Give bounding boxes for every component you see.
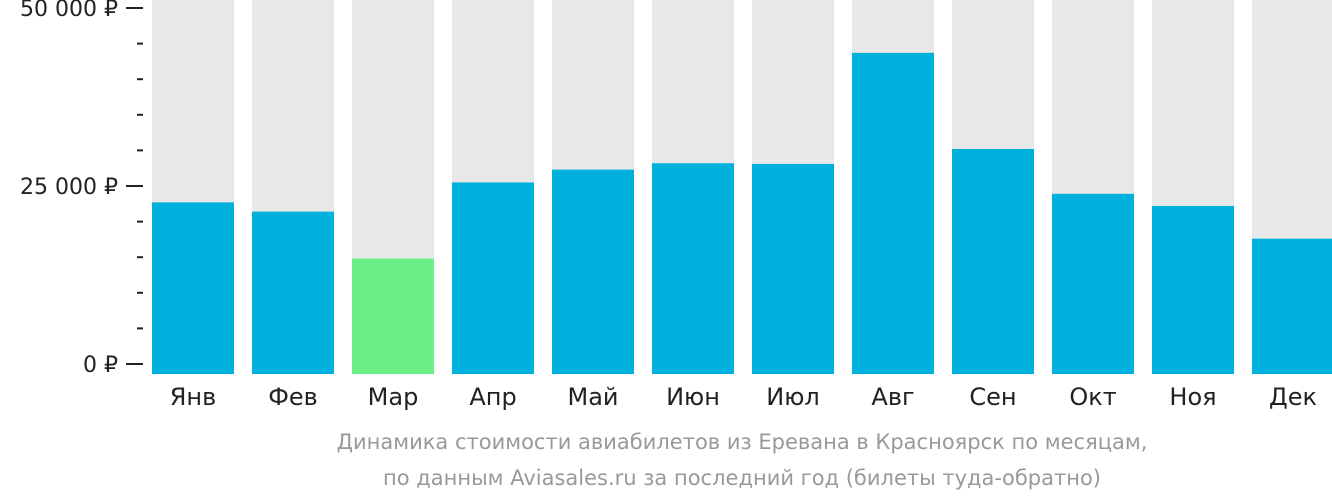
bar-Июл	[752, 163, 834, 374]
bar-Ноя	[1152, 205, 1234, 374]
x-tick-label: Май	[567, 383, 618, 411]
price-bar-chart: 50 000 ₽ 25 000 ₽ 0 ₽ Янв Фев Мар Апр Май Июн Июл…	[20, 0, 1332, 411]
x-tick-label: Ноя	[1169, 383, 1216, 411]
bar-Июн	[652, 163, 734, 374]
bar-Дек	[1252, 238, 1332, 374]
x-tick-label: Дек	[1269, 383, 1317, 411]
x-tick-label: Сен	[969, 383, 1016, 411]
chart-caption-line-2: по данным Aviasales.ru за последний год …	[383, 466, 1101, 490]
y-tick-label: 50 000 ₽	[20, 0, 118, 22]
x-tick-label: Июл	[766, 383, 820, 411]
x-tick-label: Авг	[871, 383, 914, 411]
y-tick-label: 25 000 ₽	[20, 175, 118, 200]
x-tick-label: Янв	[170, 383, 217, 411]
bar-Фев	[252, 211, 334, 374]
x-tick-label: Апр	[469, 383, 516, 411]
x-tick-label: Окт	[1069, 383, 1116, 411]
x-tick-label: Фев	[268, 383, 318, 411]
bar-Окт	[1052, 193, 1134, 374]
x-tick-label: Мар	[368, 383, 419, 411]
y-tick-label: 0 ₽	[83, 353, 118, 378]
bar-Сен	[952, 148, 1034, 374]
bar-Мар	[352, 258, 434, 374]
x-tick-label: Июн	[666, 383, 720, 411]
bar-Апр	[452, 182, 534, 374]
bar-Янв	[152, 202, 234, 374]
bar-Май	[552, 169, 634, 374]
bar-Авг	[852, 52, 934, 375]
chart-caption-line-1: Динамика стоимости авиабилетов из Ереван…	[336, 430, 1148, 454]
